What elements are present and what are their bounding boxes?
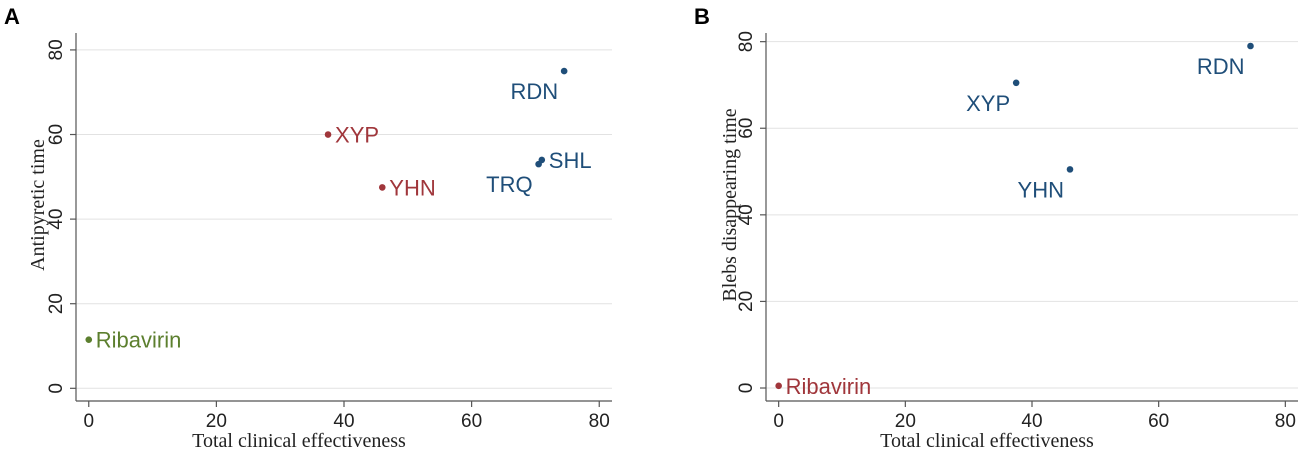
x-tick-label: 80 — [589, 411, 610, 432]
point-label-yhn: YHN — [389, 175, 435, 200]
data-point-ribavirin — [85, 336, 93, 343]
y-tick-label: 0 — [736, 383, 757, 394]
panel-label: A — [4, 4, 20, 29]
point-label-xyp: XYP — [966, 91, 1010, 116]
x-tick-label: 60 — [461, 411, 482, 432]
point-label-ribavirin: Ribavirin — [786, 374, 872, 399]
y-tick-label: 0 — [46, 383, 67, 394]
point-label-rdn: RDN — [510, 79, 558, 104]
data-point-xyp — [1012, 79, 1020, 87]
data-point-yhn — [378, 184, 386, 191]
x-tick-label: 0 — [83, 411, 94, 432]
x-axis-title: Total clinical effectiveness — [880, 430, 1094, 452]
x-tick-label: 20 — [895, 411, 916, 432]
x-tick-label: 40 — [1021, 411, 1042, 432]
point-label-shl: SHL — [549, 148, 592, 173]
x-tick-label: 80 — [1275, 411, 1296, 432]
point-label-ribavirin: Ribavirin — [96, 328, 182, 353]
y-axis-title: Blebs disappearing time — [719, 108, 741, 301]
y-tick-label: 20 — [736, 291, 757, 312]
point-label-yhn: YHN — [1018, 177, 1064, 202]
x-axis-title: Total clinical effectiveness — [192, 430, 406, 452]
x-tick-label: 0 — [773, 411, 784, 432]
point-label-trq: TRQ — [486, 172, 532, 197]
data-point-trq — [535, 160, 542, 168]
y-tick-label: 40 — [736, 204, 757, 225]
point-label-xyp: XYP — [335, 123, 379, 148]
y-tick-label: 20 — [46, 293, 67, 314]
x-tick-label: 60 — [1148, 411, 1169, 432]
y-tick-label: 60 — [736, 118, 757, 139]
data-point-yhn — [1066, 166, 1074, 173]
x-tick-label: 20 — [206, 411, 227, 432]
panel-label: B — [694, 4, 710, 29]
chart-panel-a: A 0 20 40 60 80 0 20 40 60 80 Total clinical effect… — [4, 4, 612, 452]
data-point-rdn — [560, 67, 568, 75]
data-point-xyp — [324, 131, 332, 138]
data-point-rdn — [1247, 42, 1254, 50]
y-tick-label: 80 — [46, 39, 67, 60]
point-label-rdn: RDN — [1197, 54, 1245, 79]
data-point-ribavirin — [775, 382, 782, 390]
y-tick-label: 80 — [736, 31, 757, 52]
y-axis-title: Antipyretic time — [27, 139, 49, 271]
chart-panel-b: B 0 20 40 60 80 0 20 40 60 80 Total clinical effect… — [694, 4, 1298, 452]
x-tick-label: 40 — [333, 411, 354, 432]
y-tick-label: 40 — [46, 209, 67, 230]
y-tick-label: 60 — [46, 124, 67, 145]
